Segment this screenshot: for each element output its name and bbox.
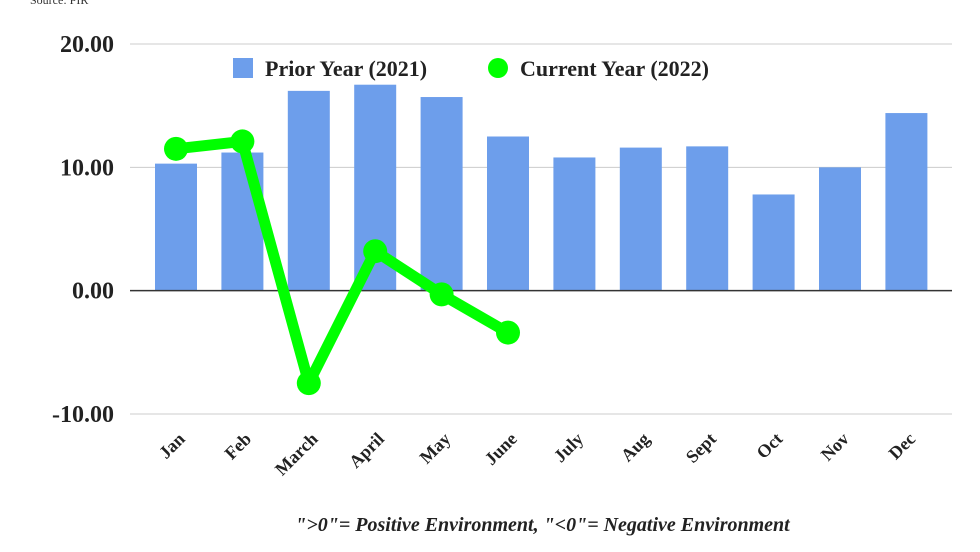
x-tick-label: Sept <box>682 429 720 467</box>
x-tick-label: Jan <box>155 429 189 463</box>
point-current-year-feb <box>230 129 255 154</box>
bar-prior-year-oct <box>752 194 795 291</box>
y-tick-label: 10.00 <box>60 155 114 181</box>
y-tick-label: 20.00 <box>60 32 114 58</box>
line-current-year <box>164 129 520 396</box>
point-current-year-march <box>296 371 321 396</box>
bar-prior-year-may <box>420 97 463 291</box>
x-tick-label: May <box>416 429 455 468</box>
bar-prior-year-july <box>553 157 596 291</box>
legend-label-current-year: Current Year (2022) <box>520 56 709 81</box>
y-axis-ticks: 20.00 10.00 0.00 -10.00 <box>52 32 114 428</box>
bars-prior-year <box>155 84 928 291</box>
bar-prior-year-june <box>487 136 529 291</box>
x-tick-label: Nov <box>817 429 853 465</box>
bar-prior-year-jan <box>155 163 197 291</box>
chart-footnote: ">0"= Positive Environment, "<0"= Negati… <box>295 514 790 536</box>
point-current-year-jan <box>164 136 188 161</box>
x-axis-ticks: Jan Feb March April May June July Aug Sept Oct Nov… <box>155 429 919 480</box>
x-tick-label: July <box>550 429 587 466</box>
legend: Prior Year (2021) Current Year (2022) <box>233 56 709 81</box>
bar-prior-year-sept <box>686 146 729 291</box>
x-tick-label: Aug <box>617 429 654 466</box>
y-tick-label: -10.00 <box>52 402 114 428</box>
point-current-year-may <box>429 282 454 307</box>
point-current-year-april <box>363 239 388 264</box>
bar-prior-year-dec <box>885 113 928 291</box>
x-tick-label: Dec <box>885 429 920 464</box>
legend-swatch-prior-year <box>233 58 253 78</box>
bar-prior-year-nov <box>819 167 861 291</box>
bar-prior-year-aug <box>619 147 662 291</box>
legend-swatch-current-year <box>488 58 508 78</box>
y-tick-label: 0.00 <box>72 279 114 305</box>
x-tick-label: Oct <box>752 429 786 463</box>
point-current-year-june <box>496 320 520 345</box>
x-tick-label: June <box>481 429 521 469</box>
bar-prior-year-feb <box>221 152 264 291</box>
x-tick-label: Feb <box>221 429 256 464</box>
x-tick-label: April <box>345 429 388 472</box>
x-tick-label: March <box>271 429 322 480</box>
source-note: Source: PIR <box>30 0 89 7</box>
bar-prior-year-march <box>287 90 330 291</box>
gridlines <box>130 43 952 415</box>
legend-label-prior-year: Prior Year (2021) <box>265 56 427 81</box>
